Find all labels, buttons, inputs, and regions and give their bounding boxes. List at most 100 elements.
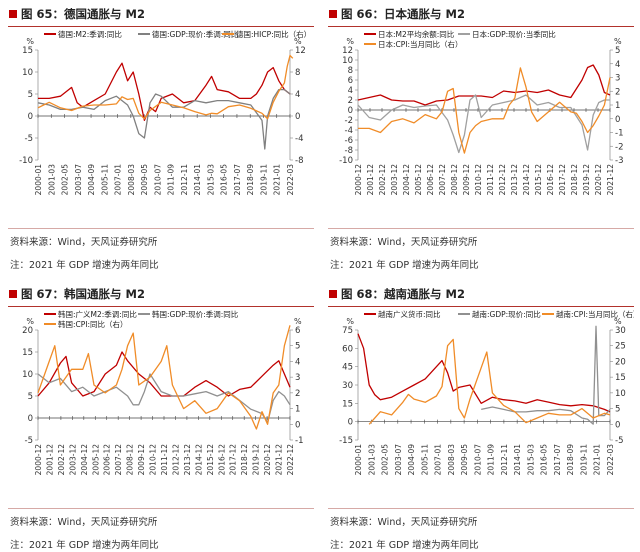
title-marker-icon	[9, 10, 17, 18]
x-tick-label: 2004-09	[407, 444, 416, 476]
x-tick-label: 2016-05	[540, 444, 549, 476]
chart-germany-inflation-m2: % % -10 -5 0 5 10 15 -8 -4 0 4 8 12 2000-01 2001-03 2002…	[19, 29, 311, 196]
x-tick-label: 2007-01	[114, 164, 123, 196]
series-line-1	[37, 88, 291, 150]
x-tick-label: 2014-01	[513, 444, 522, 476]
x-tick-label: 2007-01	[434, 444, 443, 476]
x-tick-label: 2008-03	[447, 444, 456, 476]
right-axis-unit: %	[294, 317, 302, 326]
legend-label: 韩国:广义M2:季调:同比	[58, 309, 137, 319]
x-tick-label: 2008-03	[127, 164, 136, 196]
x-tick-label: 2002-12	[378, 164, 387, 196]
y-tick-label: -2	[345, 116, 353, 126]
y-tick-label: 30	[342, 381, 353, 391]
y-right-tick-label: 8	[295, 68, 300, 78]
x-tick-label: 2019-11	[579, 444, 588, 476]
legend-label: 日本:CPI:当月同比（右）	[378, 39, 463, 49]
x-tick-label: 2011-12	[160, 444, 169, 476]
y-tick-label: -10	[339, 156, 353, 166]
figure-title: 图 65：德国通胀与 M2	[8, 4, 314, 24]
legend-label: 日本:GDP:现价:当季同比	[472, 29, 556, 39]
y-right-tick-label: 3	[295, 373, 300, 383]
y-tick-label: 45	[342, 363, 353, 373]
legend-label: 德国:GDP:现价:季调:同比	[152, 29, 239, 39]
x-tick-label: 2020-12	[594, 164, 603, 196]
x-tick-label: 2016-12	[217, 444, 226, 476]
title-rule	[328, 26, 634, 27]
x-tick-label: 2014-01	[193, 164, 202, 196]
x-tick-label: 2003-07	[74, 164, 83, 196]
title-rule	[328, 306, 634, 307]
x-tick-label: 2000-01	[354, 444, 363, 476]
bottom-rule	[8, 228, 314, 229]
bottom-rule	[328, 228, 634, 229]
chart-panel-korea: 图 67：韩国通胀与 M2 %% -5 0 5 10 15 20 -1 0 1 2 3 4 5 6 2000-…	[8, 282, 314, 552]
x-tick-label: 2005-12	[91, 444, 100, 476]
series-line-0	[38, 62, 291, 122]
y-right-tick-label: -2	[615, 142, 623, 152]
x-tick-label: 2019-11	[259, 164, 268, 196]
y-tick-label: 60	[342, 344, 353, 354]
chart-vietnam-inflation-m2: % % -15 0 15 30 45 60 75 -5 0 5 10 15 20 25 30 2000-01 200…	[339, 309, 634, 476]
x-tick-label: 2009-12	[462, 164, 471, 196]
y-right-tick-label: 20	[615, 357, 626, 367]
x-tick-label: 2003-07	[394, 444, 403, 476]
x-tick-label: 2006-12	[103, 444, 112, 476]
y-right-tick-label: -5	[615, 436, 623, 446]
x-tick-label: 2010-07	[153, 164, 162, 196]
y-right-tick-label: 25	[615, 342, 626, 352]
x-tick-label: 2010-07	[473, 444, 482, 476]
y-tick-label: -5	[25, 436, 33, 446]
y-right-tick-label: 4	[295, 90, 300, 100]
x-tick-label: 2002-05	[381, 444, 390, 476]
series-line-2	[358, 67, 611, 154]
x-tick-label: 2001-12	[45, 444, 54, 476]
x-tick-label: 2005-12	[414, 164, 423, 196]
y-right-tick-label: 5	[615, 46, 620, 56]
title-rule	[8, 26, 314, 27]
legend-label: 越南:CPI:当月同比（右）	[556, 309, 634, 319]
series-line-2	[368, 338, 611, 425]
series-line-1	[357, 94, 610, 154]
y-right-tick-label: 15	[615, 373, 626, 383]
x-tick-label: 2021-01	[593, 444, 602, 476]
x-tick-label: 2011-09	[167, 164, 176, 196]
x-tick-label: 2016-05	[220, 164, 229, 196]
series-line-1	[37, 373, 291, 424]
y-tick-label: 0	[348, 418, 353, 428]
y-tick-label: 10	[22, 370, 33, 380]
x-tick-label: 2011-09	[487, 444, 496, 476]
x-tick-label: 2009-12	[137, 444, 146, 476]
x-tick-label: 2012-12	[171, 444, 180, 476]
y-tick-label: 10	[22, 68, 33, 78]
title-marker-icon	[329, 290, 337, 298]
x-tick-label: 2009-05	[140, 164, 149, 196]
x-tick-label: 2001-03	[367, 444, 376, 476]
legend-label: 越南:GDP:现价:同比	[472, 309, 541, 319]
x-tick-label: 2015-12	[534, 164, 543, 196]
x-tick-label: 2004-12	[80, 444, 89, 476]
figure-title-text: 图 65：德国通胀与 M2	[21, 7, 145, 21]
y-tick-label: -15	[339, 436, 353, 446]
x-tick-label: 2012-11	[180, 164, 189, 196]
left-axis-unit: %	[26, 37, 34, 46]
y-right-tick-label: 6	[295, 326, 300, 336]
chart-korea-inflation-m2: % % -5 0 5 10 15 20 -1 0 1 2 3 4 5 6 2000-12 2001-12 2002-…	[22, 309, 303, 476]
series-line-0	[357, 64, 611, 106]
x-tick-label: 2021-12	[606, 164, 615, 196]
x-tick-label: 2013-12	[510, 164, 519, 196]
right-axis-unit: %	[614, 317, 622, 326]
x-tick-label: 2007-12	[438, 164, 447, 196]
right-axis-unit: %	[294, 37, 302, 46]
x-tick-label: 2004-12	[402, 164, 411, 196]
x-tick-label: 2018-12	[570, 164, 579, 196]
y-right-tick-label: 30	[615, 326, 626, 336]
y-tick-label: 10	[342, 56, 353, 66]
y-right-tick-label: 2	[615, 87, 620, 97]
x-tick-label: 2011-12	[486, 164, 495, 196]
y-right-tick-label: 1	[615, 101, 620, 111]
x-tick-label: 2017-07	[553, 444, 562, 476]
x-tick-label: 2015-03	[206, 164, 215, 196]
x-tick-label: 2005-11	[420, 444, 429, 476]
